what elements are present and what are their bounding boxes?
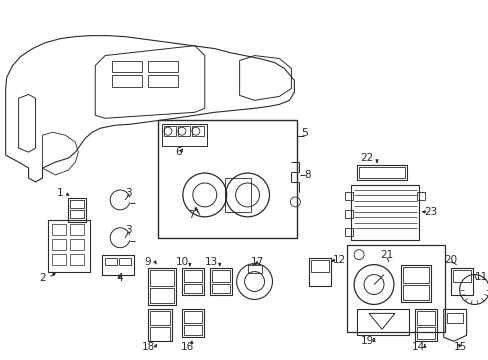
Bar <box>158 120 297 238</box>
Bar <box>416 311 434 325</box>
Text: 4: 4 <box>117 273 123 283</box>
Bar <box>345 192 352 200</box>
Bar <box>183 325 202 335</box>
Bar <box>48 220 90 271</box>
Bar <box>112 60 142 72</box>
Text: 16: 16 <box>181 342 194 352</box>
Bar <box>402 267 428 283</box>
Bar <box>150 270 174 285</box>
Text: 17: 17 <box>250 257 264 267</box>
Bar <box>183 284 202 293</box>
Bar <box>402 284 428 301</box>
Bar <box>70 224 84 235</box>
Text: 11: 11 <box>474 271 487 282</box>
Text: 6: 6 <box>175 147 182 157</box>
Bar <box>68 198 86 222</box>
Bar <box>311 260 328 271</box>
Bar <box>309 258 330 285</box>
Text: 9: 9 <box>144 257 151 267</box>
Bar <box>162 124 206 146</box>
Bar <box>450 267 471 296</box>
Bar <box>150 311 170 325</box>
Bar <box>356 165 406 180</box>
Bar <box>356 310 408 335</box>
Text: 3: 3 <box>124 188 131 198</box>
Bar <box>182 310 203 337</box>
Bar <box>70 200 84 208</box>
Bar <box>209 267 231 296</box>
Bar <box>178 126 189 136</box>
Text: 15: 15 <box>453 342 467 352</box>
Bar <box>345 210 352 218</box>
Bar <box>452 270 469 282</box>
Text: 22: 22 <box>360 153 373 163</box>
Bar <box>52 254 66 265</box>
Text: 5: 5 <box>300 128 307 138</box>
Bar <box>224 178 250 212</box>
Bar <box>183 311 202 323</box>
Text: 12: 12 <box>332 255 345 265</box>
Bar <box>446 314 462 323</box>
Text: 23: 23 <box>423 207 436 217</box>
Bar <box>346 245 444 332</box>
Bar <box>345 228 352 236</box>
Bar <box>119 258 131 265</box>
Bar <box>191 126 203 136</box>
Bar <box>52 239 66 250</box>
Bar <box>102 255 134 275</box>
Bar <box>211 270 229 282</box>
Text: 20: 20 <box>443 255 456 265</box>
Bar <box>52 224 66 235</box>
Text: 14: 14 <box>411 342 425 352</box>
Bar <box>247 265 261 273</box>
Bar <box>350 185 418 240</box>
Bar <box>70 239 84 250</box>
Text: 10: 10 <box>175 257 188 267</box>
Bar <box>416 327 434 339</box>
Bar <box>163 126 176 136</box>
Bar <box>358 167 404 178</box>
Bar <box>112 76 142 87</box>
Bar <box>150 327 170 341</box>
Text: 8: 8 <box>304 170 310 180</box>
Bar <box>182 267 203 296</box>
Text: 18: 18 <box>141 342 154 352</box>
Bar <box>105 258 117 265</box>
Text: 21: 21 <box>380 250 393 260</box>
Bar <box>70 254 84 265</box>
Text: 2: 2 <box>39 273 46 283</box>
Bar <box>148 267 176 305</box>
Bar <box>148 310 172 341</box>
Bar <box>148 76 178 87</box>
Bar <box>414 310 436 341</box>
Bar <box>148 60 178 72</box>
Bar <box>183 270 202 282</box>
Bar <box>150 288 174 303</box>
Bar <box>211 284 229 293</box>
Text: 19: 19 <box>360 336 373 346</box>
Text: 13: 13 <box>204 257 218 267</box>
Text: 1: 1 <box>57 188 63 198</box>
Bar <box>400 265 430 302</box>
Bar <box>416 192 424 200</box>
Text: 7: 7 <box>188 210 195 220</box>
Text: 3: 3 <box>124 225 131 235</box>
Bar <box>70 210 84 218</box>
